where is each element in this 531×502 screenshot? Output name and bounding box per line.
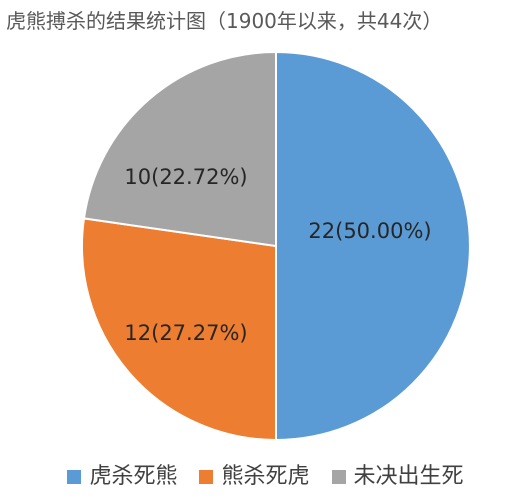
pie-slice-1 (81, 217, 277, 442)
legend-swatch (331, 470, 346, 484)
legend-swatch (67, 470, 82, 484)
legend-label: 熊杀死虎 (221, 464, 310, 489)
legend-label: 虎杀死熊 (89, 464, 178, 489)
legend-item-bear-kills-tiger: 熊杀死虎 (199, 462, 310, 492)
data-label-2: 10(22.72%) (124, 165, 247, 189)
chart-legend: 虎杀死熊 熊杀死虎 未决出生死 (0, 462, 531, 492)
legend-item-tiger-kills-bear: 虎杀死熊 (67, 462, 177, 492)
pie-slice-0 (275, 50, 471, 442)
pie-slice-2 (82, 50, 277, 248)
chart-title: 虎熊搏杀的结果统计图（1900年以来，共44次） (6, 9, 443, 33)
legend-label: 未决出生死 (353, 464, 464, 489)
legend-swatch (199, 470, 214, 484)
data-label-0: 22(50.00%) (308, 219, 431, 243)
legend-item-undecided: 未决出生死 (331, 462, 464, 492)
data-label-1: 12(27.27%) (124, 321, 247, 345)
